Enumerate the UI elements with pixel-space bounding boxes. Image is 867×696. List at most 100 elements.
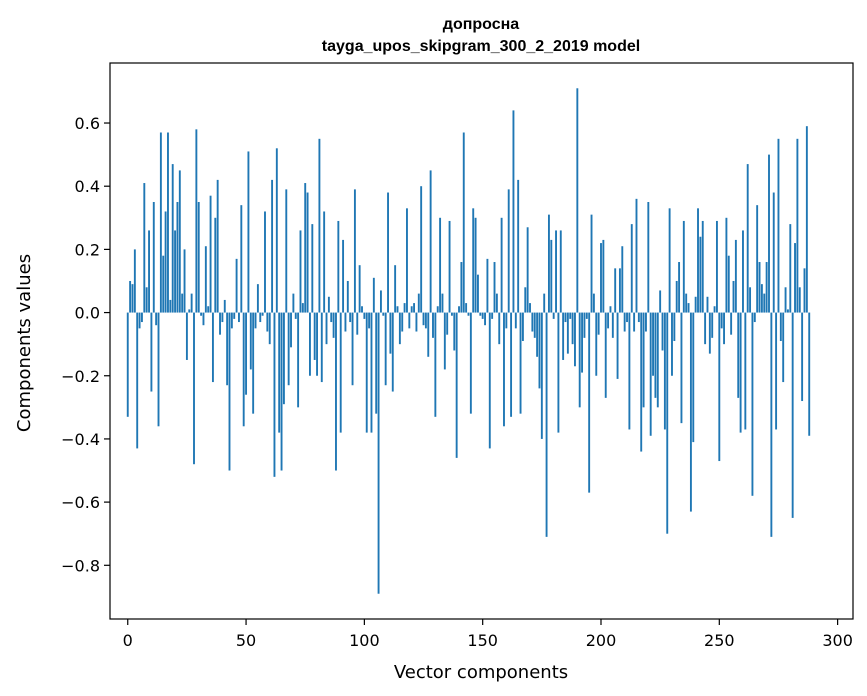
bar-164 [514, 312, 517, 329]
x-tick-label: 300 [822, 631, 853, 650]
bar-233 [678, 262, 681, 313]
bar-62 [273, 312, 276, 477]
bar-56 [259, 312, 262, 323]
bar-232 [675, 280, 678, 313]
bar-261 [744, 312, 747, 430]
bar-188 [571, 312, 574, 345]
y-tick-label: 0.4 [75, 177, 100, 196]
bar-127 [427, 312, 430, 357]
bar-32 [202, 312, 205, 326]
bar-208 [618, 268, 621, 313]
y-tick-label: 0.2 [75, 240, 100, 259]
bar-155 [493, 262, 496, 313]
bar-243 [701, 220, 704, 313]
bar-269 [763, 293, 766, 313]
bar-145 [469, 312, 472, 414]
bar-42 [226, 312, 229, 386]
x-tick-label: 0 [123, 631, 133, 650]
y-axis-label: Components values [14, 254, 35, 432]
bar-37 [214, 217, 217, 313]
bar-249 [715, 220, 718, 313]
bar-101 [365, 312, 368, 433]
bar-131 [436, 306, 439, 313]
bar-126 [424, 312, 427, 329]
bar-287 [805, 126, 808, 313]
bar-44 [230, 312, 233, 329]
x-axis-ticks: 0 50 100 150 200 250 300 [123, 619, 853, 650]
x-tick-label: 100 [349, 631, 380, 650]
x-tick-label: 50 [236, 631, 256, 650]
bar-175 [540, 312, 543, 439]
bar-244 [704, 312, 707, 345]
bar-214 [633, 312, 636, 332]
bar-129 [432, 312, 434, 338]
bar-116 [401, 312, 404, 332]
bar-108 [382, 312, 385, 316]
bar-61 [271, 179, 274, 313]
bar-257 [734, 239, 737, 313]
bar-240 [694, 296, 697, 313]
bar-136 [448, 220, 451, 313]
bar-211 [626, 312, 628, 323]
bar-228 [666, 312, 669, 534]
bar-2 [131, 284, 134, 313]
bar-173 [536, 312, 539, 357]
bar-45 [233, 312, 236, 319]
bar-11 [152, 202, 155, 313]
bar-196 [590, 214, 593, 313]
bar-77 [309, 312, 311, 376]
bar-58 [264, 211, 266, 313]
bar-199 [597, 312, 600, 335]
bar-138 [453, 312, 456, 351]
bar-87 [332, 312, 335, 338]
bar-1 [129, 280, 132, 313]
bar-18 [169, 299, 172, 313]
bar-237 [687, 303, 690, 313]
bar-181 [555, 230, 557, 313]
bar-212 [628, 312, 631, 430]
bar-182 [557, 312, 560, 433]
bar-280 [789, 224, 792, 313]
bar-series [126, 88, 811, 594]
bar-177 [545, 312, 548, 537]
bar-226 [661, 312, 664, 351]
bar-213 [630, 224, 633, 313]
bar-198 [595, 312, 598, 376]
bar-224 [656, 312, 659, 408]
bar-149 [479, 312, 482, 316]
bar-282 [794, 243, 796, 313]
bar-75 [304, 183, 307, 313]
bar-65 [280, 312, 283, 471]
bar-252 [723, 312, 725, 345]
bar-195 [588, 312, 591, 493]
chart-title: допросна [443, 16, 519, 33]
x-tick-label: 150 [467, 631, 498, 650]
bar-132 [439, 217, 442, 313]
bar-209 [621, 246, 624, 313]
bar-230 [671, 312, 673, 376]
bar-170 [529, 303, 531, 313]
bar-52 [249, 312, 252, 370]
bar-152 [486, 258, 489, 313]
bar-139 [455, 312, 458, 458]
bar-273 [772, 192, 775, 313]
bar-215 [635, 198, 638, 313]
bar-117 [403, 303, 406, 313]
bar-133 [441, 293, 444, 313]
bar-107 [379, 290, 382, 313]
bar-180 [552, 312, 555, 319]
bar-20 [174, 230, 177, 313]
bar-176 [543, 293, 546, 313]
bar-190 [576, 88, 579, 313]
bar-79 [313, 312, 316, 360]
bar-29 [195, 129, 198, 313]
bar-19 [171, 164, 174, 313]
bar-288 [808, 312, 811, 436]
bar-197 [592, 293, 595, 313]
bar-125 [422, 312, 425, 326]
bar-120 [410, 306, 413, 313]
bar-278 [784, 287, 787, 313]
bar-227 [663, 312, 666, 430]
bar-144 [467, 312, 470, 316]
bar-283 [796, 138, 799, 313]
